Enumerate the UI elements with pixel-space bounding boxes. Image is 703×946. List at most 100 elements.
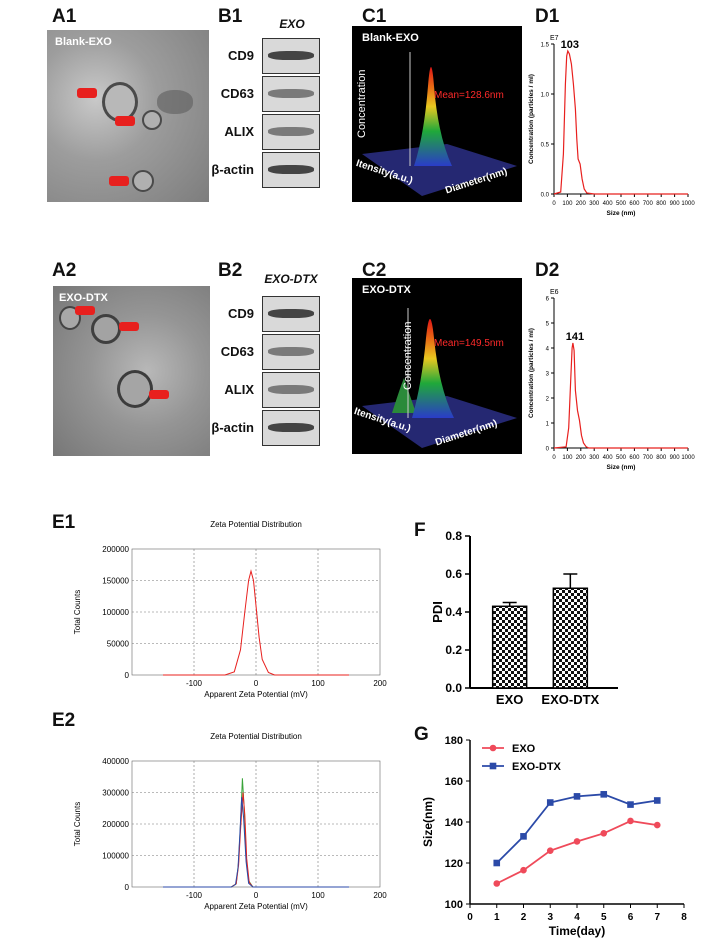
panel-label-c2: C2 [362, 260, 387, 281]
panel-label-b1: B1 [218, 6, 243, 27]
y-tick-label: 120 [445, 858, 463, 870]
category-label: EXO [496, 692, 523, 707]
panel-label-b2: B2 [218, 260, 243, 281]
blot-marker-label: β-actin [211, 420, 254, 435]
peak-label: 103 [561, 39, 579, 51]
y-tick-label: 400000 [102, 757, 129, 766]
y-tick-label: 100000 [102, 852, 129, 861]
x-tick-label: 700 [643, 455, 654, 461]
x-tick-label: 300 [589, 455, 600, 461]
nta-z-label-c2: Concentration [402, 321, 414, 391]
x-tick-label: -100 [186, 679, 203, 688]
vesicle [102, 82, 138, 122]
data-point [520, 866, 527, 874]
y-tick-label: 0 [125, 883, 130, 892]
data-point [653, 821, 661, 829]
blot-marker-label: CD9 [227, 306, 254, 321]
size-time-chart: 100 120 140 160 180 0 1 2 3 4 5 6 7 8 Time(day) Size(nm… [421, 735, 687, 938]
blot-lane-b2 [262, 372, 320, 408]
x-tick-label: 100 [311, 679, 325, 688]
x-axis-label: Apparent Zeta Potential (mV) [204, 690, 308, 699]
x-axis-label: Apparent Zeta Potential (mV) [204, 902, 308, 911]
nta-mean-c1: Mean=128.6nm [434, 90, 504, 101]
x-tick-label: 200 [373, 891, 387, 900]
x-tick-label: 1000 [681, 201, 695, 207]
y-tick-label: 180 [445, 735, 463, 747]
legend-label: EXO [512, 743, 536, 755]
x-tick-label: 700 [643, 201, 654, 207]
nta-side-peak [392, 378, 416, 413]
tem-tag-a2: EXO-DTX [59, 292, 108, 304]
nta-floor [362, 144, 517, 196]
data-point [573, 793, 581, 800]
x-tick-label: 100 [562, 455, 573, 461]
size-distribution-chart-d2: E6 0 1 2 3 4 5 6 0 100 200 300 400 500 600 700 800 900 100… [528, 289, 695, 471]
blot-marker-label: ALIX [224, 124, 254, 139]
x-tick-label: 5 [601, 912, 607, 923]
nta-z-label-c1: Concentration [356, 69, 368, 139]
x-tick-label: 7 [654, 912, 660, 923]
vesicle [142, 110, 162, 130]
axis-exponent: E6 [550, 289, 559, 296]
tem-image-a2: EXO-DTX [53, 286, 210, 456]
red-arrow-icon [109, 176, 129, 186]
y-axis-label: Size(nm) [421, 797, 435, 847]
pdi-bar [491, 605, 528, 689]
size-distribution-line [553, 49, 688, 195]
size-distribution-chart-d1: E7 0.0 0.5 1.0 1.5 0 100 200 300 400 500 600 700 800 9… [528, 35, 695, 217]
nta-peak [414, 67, 452, 166]
blot-band [268, 423, 314, 432]
y-axis-label: Concentration (particles / ml) [528, 328, 535, 418]
x-axis-label: Time(day) [549, 924, 605, 938]
x-tick-label: 3 [547, 912, 553, 923]
red-arrow-icon [119, 322, 139, 331]
blot-marker-label: CD63 [220, 86, 254, 101]
tem-tag-a1: Blank-EXO [55, 36, 112, 48]
y-tick-label: 1 [546, 422, 550, 428]
y-tick-label: 3 [546, 372, 550, 378]
blot-lane-b1 [262, 38, 320, 74]
x-tick-label: 300 [589, 201, 600, 207]
y-tick-label: 0 [546, 447, 550, 453]
panel-label-e1: E1 [52, 512, 76, 533]
x-tick-label: 4 [574, 912, 580, 923]
legend-marker [489, 744, 497, 752]
panel-label-g: G [414, 724, 429, 745]
x-tick-label: 200 [373, 679, 387, 688]
x-tick-label: 900 [670, 455, 681, 461]
y-tick-label: 140 [445, 817, 463, 829]
x-tick-label: 200 [576, 201, 587, 207]
red-arrow-icon [149, 390, 169, 399]
y-tick-label: 200000 [102, 820, 129, 829]
x-tick-label: 600 [629, 455, 640, 461]
blot-band [268, 347, 314, 356]
chart-title: Zeta Potential Distribution [210, 520, 302, 529]
red-arrow-icon [77, 88, 97, 98]
legend-label: EXO-DTX [512, 761, 562, 773]
x-tick-label: 0 [254, 891, 259, 900]
x-tick-label: 800 [656, 201, 667, 207]
blot-marker-label: β-actin [211, 162, 254, 177]
blot-band [268, 385, 314, 394]
nta-3d-graphic [362, 308, 517, 448]
red-arrow-icon [75, 306, 95, 315]
x-tick-label: 0 [552, 455, 556, 461]
nta-tag-c1: Blank-EXO [362, 32, 419, 44]
blot-lane-b2 [262, 334, 320, 370]
peak-label: 141 [566, 331, 584, 343]
blot-lane-b2 [262, 296, 320, 332]
zeta-series-line [163, 569, 349, 676]
x-tick-label: -100 [186, 891, 203, 900]
axis-exponent: E7 [550, 35, 559, 42]
x-tick-label: 2 [521, 912, 527, 923]
blot-marker-label: ALIX [224, 382, 254, 397]
panel-label-a2: A2 [52, 260, 77, 281]
y-axis-label: Total Counts [73, 590, 82, 634]
nta-3d-graphic [362, 52, 517, 196]
data-point [600, 791, 608, 798]
blot-band [268, 89, 314, 98]
y-axis-label: Total Counts [73, 802, 82, 846]
y-tick-label: 0.5 [541, 143, 550, 149]
x-tick-label: 200 [576, 455, 587, 461]
data-point [627, 801, 634, 808]
